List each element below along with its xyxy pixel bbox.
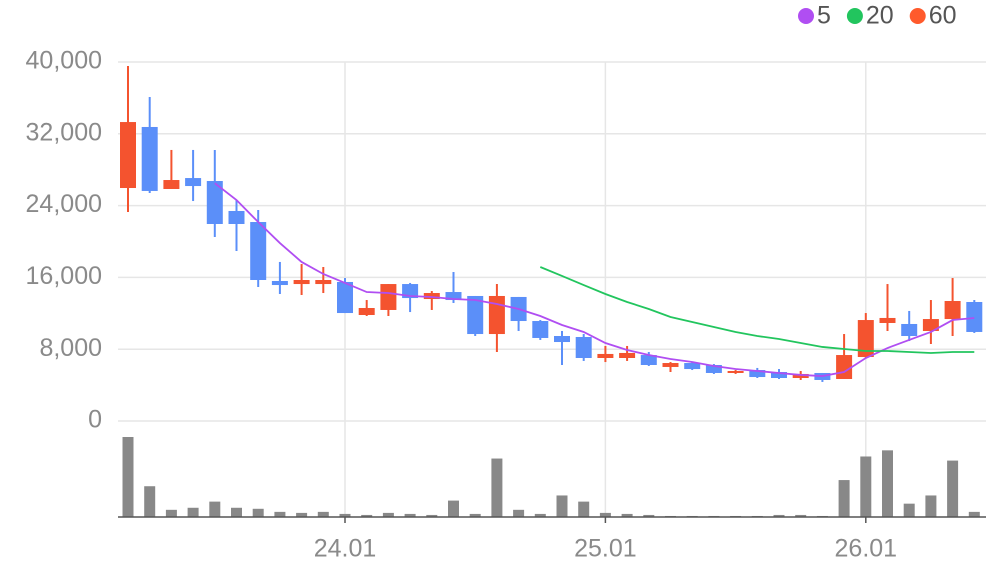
candle-body — [966, 301, 983, 332]
y-tick-label: 0 — [88, 406, 102, 434]
volume-bar — [534, 513, 546, 517]
candle-body — [445, 292, 462, 301]
candle-body — [120, 122, 136, 189]
legend-label: 60 — [929, 2, 957, 30]
volume-bar — [925, 495, 937, 517]
candle-body — [727, 371, 744, 373]
volume-bar — [621, 513, 633, 517]
candle-body — [293, 280, 310, 285]
candle-body — [423, 293, 440, 300]
volume-bar — [556, 495, 568, 517]
candle-body — [879, 317, 896, 323]
y-tick-label: 8,000 — [39, 334, 102, 362]
candle-body — [640, 355, 657, 365]
volume-bar — [426, 514, 438, 517]
volume-bar — [643, 514, 655, 517]
volume-bar — [144, 486, 156, 517]
legend-marker — [798, 8, 814, 24]
candle-body — [358, 308, 375, 316]
volume-bar — [513, 509, 525, 517]
volume-bar — [339, 513, 351, 517]
volume-bar — [773, 514, 785, 517]
y-tick-label: 24,000 — [26, 190, 102, 218]
candle-body — [575, 336, 592, 358]
volume-bar — [968, 511, 980, 517]
volume-bar — [187, 507, 199, 517]
y-tick-label: 40,000 — [26, 47, 102, 75]
candle-body — [792, 373, 809, 379]
candle-body — [250, 222, 267, 281]
legend-marker — [846, 8, 863, 24]
candle-body — [271, 280, 288, 286]
volume-bar — [382, 512, 394, 517]
candle-body — [185, 178, 202, 187]
volume-bar — [274, 511, 286, 517]
volume-bar — [296, 512, 308, 517]
volume-bar — [599, 512, 611, 517]
legend-marker — [909, 8, 926, 24]
x-tick-label: 24.01 — [314, 535, 377, 563]
candle-body — [619, 352, 636, 358]
candle-body — [836, 355, 853, 379]
legend-label: 20 — [866, 2, 894, 30]
candle-body — [532, 321, 549, 338]
volume-bar — [469, 513, 481, 517]
y-tick-label: 16,000 — [26, 262, 102, 290]
volume-bar — [578, 501, 590, 517]
volume-bar — [122, 437, 134, 517]
candle-body — [922, 319, 939, 331]
candle-body — [554, 336, 570, 343]
volume-bar — [448, 500, 459, 517]
volume-bar — [209, 501, 221, 517]
y-tick-label: 32,000 — [26, 118, 102, 146]
candle-body — [315, 280, 332, 285]
candle-body — [705, 364, 722, 373]
candle-body — [901, 323, 918, 337]
x-tick-label: 26.01 — [835, 535, 898, 563]
candle-body — [467, 295, 484, 335]
volume-bar — [491, 458, 503, 517]
candle-body — [857, 320, 874, 358]
volume-bar — [903, 503, 915, 517]
candle-body — [749, 370, 766, 378]
volume-bar — [838, 480, 850, 517]
candle-body — [206, 181, 223, 224]
volume-bar — [882, 450, 893, 517]
volume-bar — [860, 456, 872, 517]
candle-body — [228, 210, 245, 224]
volume-bar — [252, 508, 264, 517]
candle-body — [597, 353, 614, 358]
volume-bar — [947, 460, 959, 517]
legend-label: 5 — [817, 2, 831, 30]
candle-body — [163, 180, 180, 189]
volume-bar — [361, 514, 373, 517]
volume-bar — [231, 507, 242, 517]
x-tick-label: 25.01 — [574, 535, 637, 563]
candle-body — [944, 301, 961, 320]
candle-body — [684, 363, 701, 370]
volume-bar — [165, 509, 177, 517]
volume-bar — [317, 511, 329, 517]
candle-body — [488, 295, 505, 335]
candle-body — [380, 284, 397, 310]
candle-body — [141, 126, 158, 191]
candle-body — [662, 363, 679, 367]
candle-body — [337, 281, 353, 314]
volume-bar — [404, 513, 416, 517]
candle-body — [771, 371, 787, 379]
ma-line — [214, 182, 975, 377]
ma-line — [539, 266, 975, 354]
volume-bar — [795, 514, 807, 517]
